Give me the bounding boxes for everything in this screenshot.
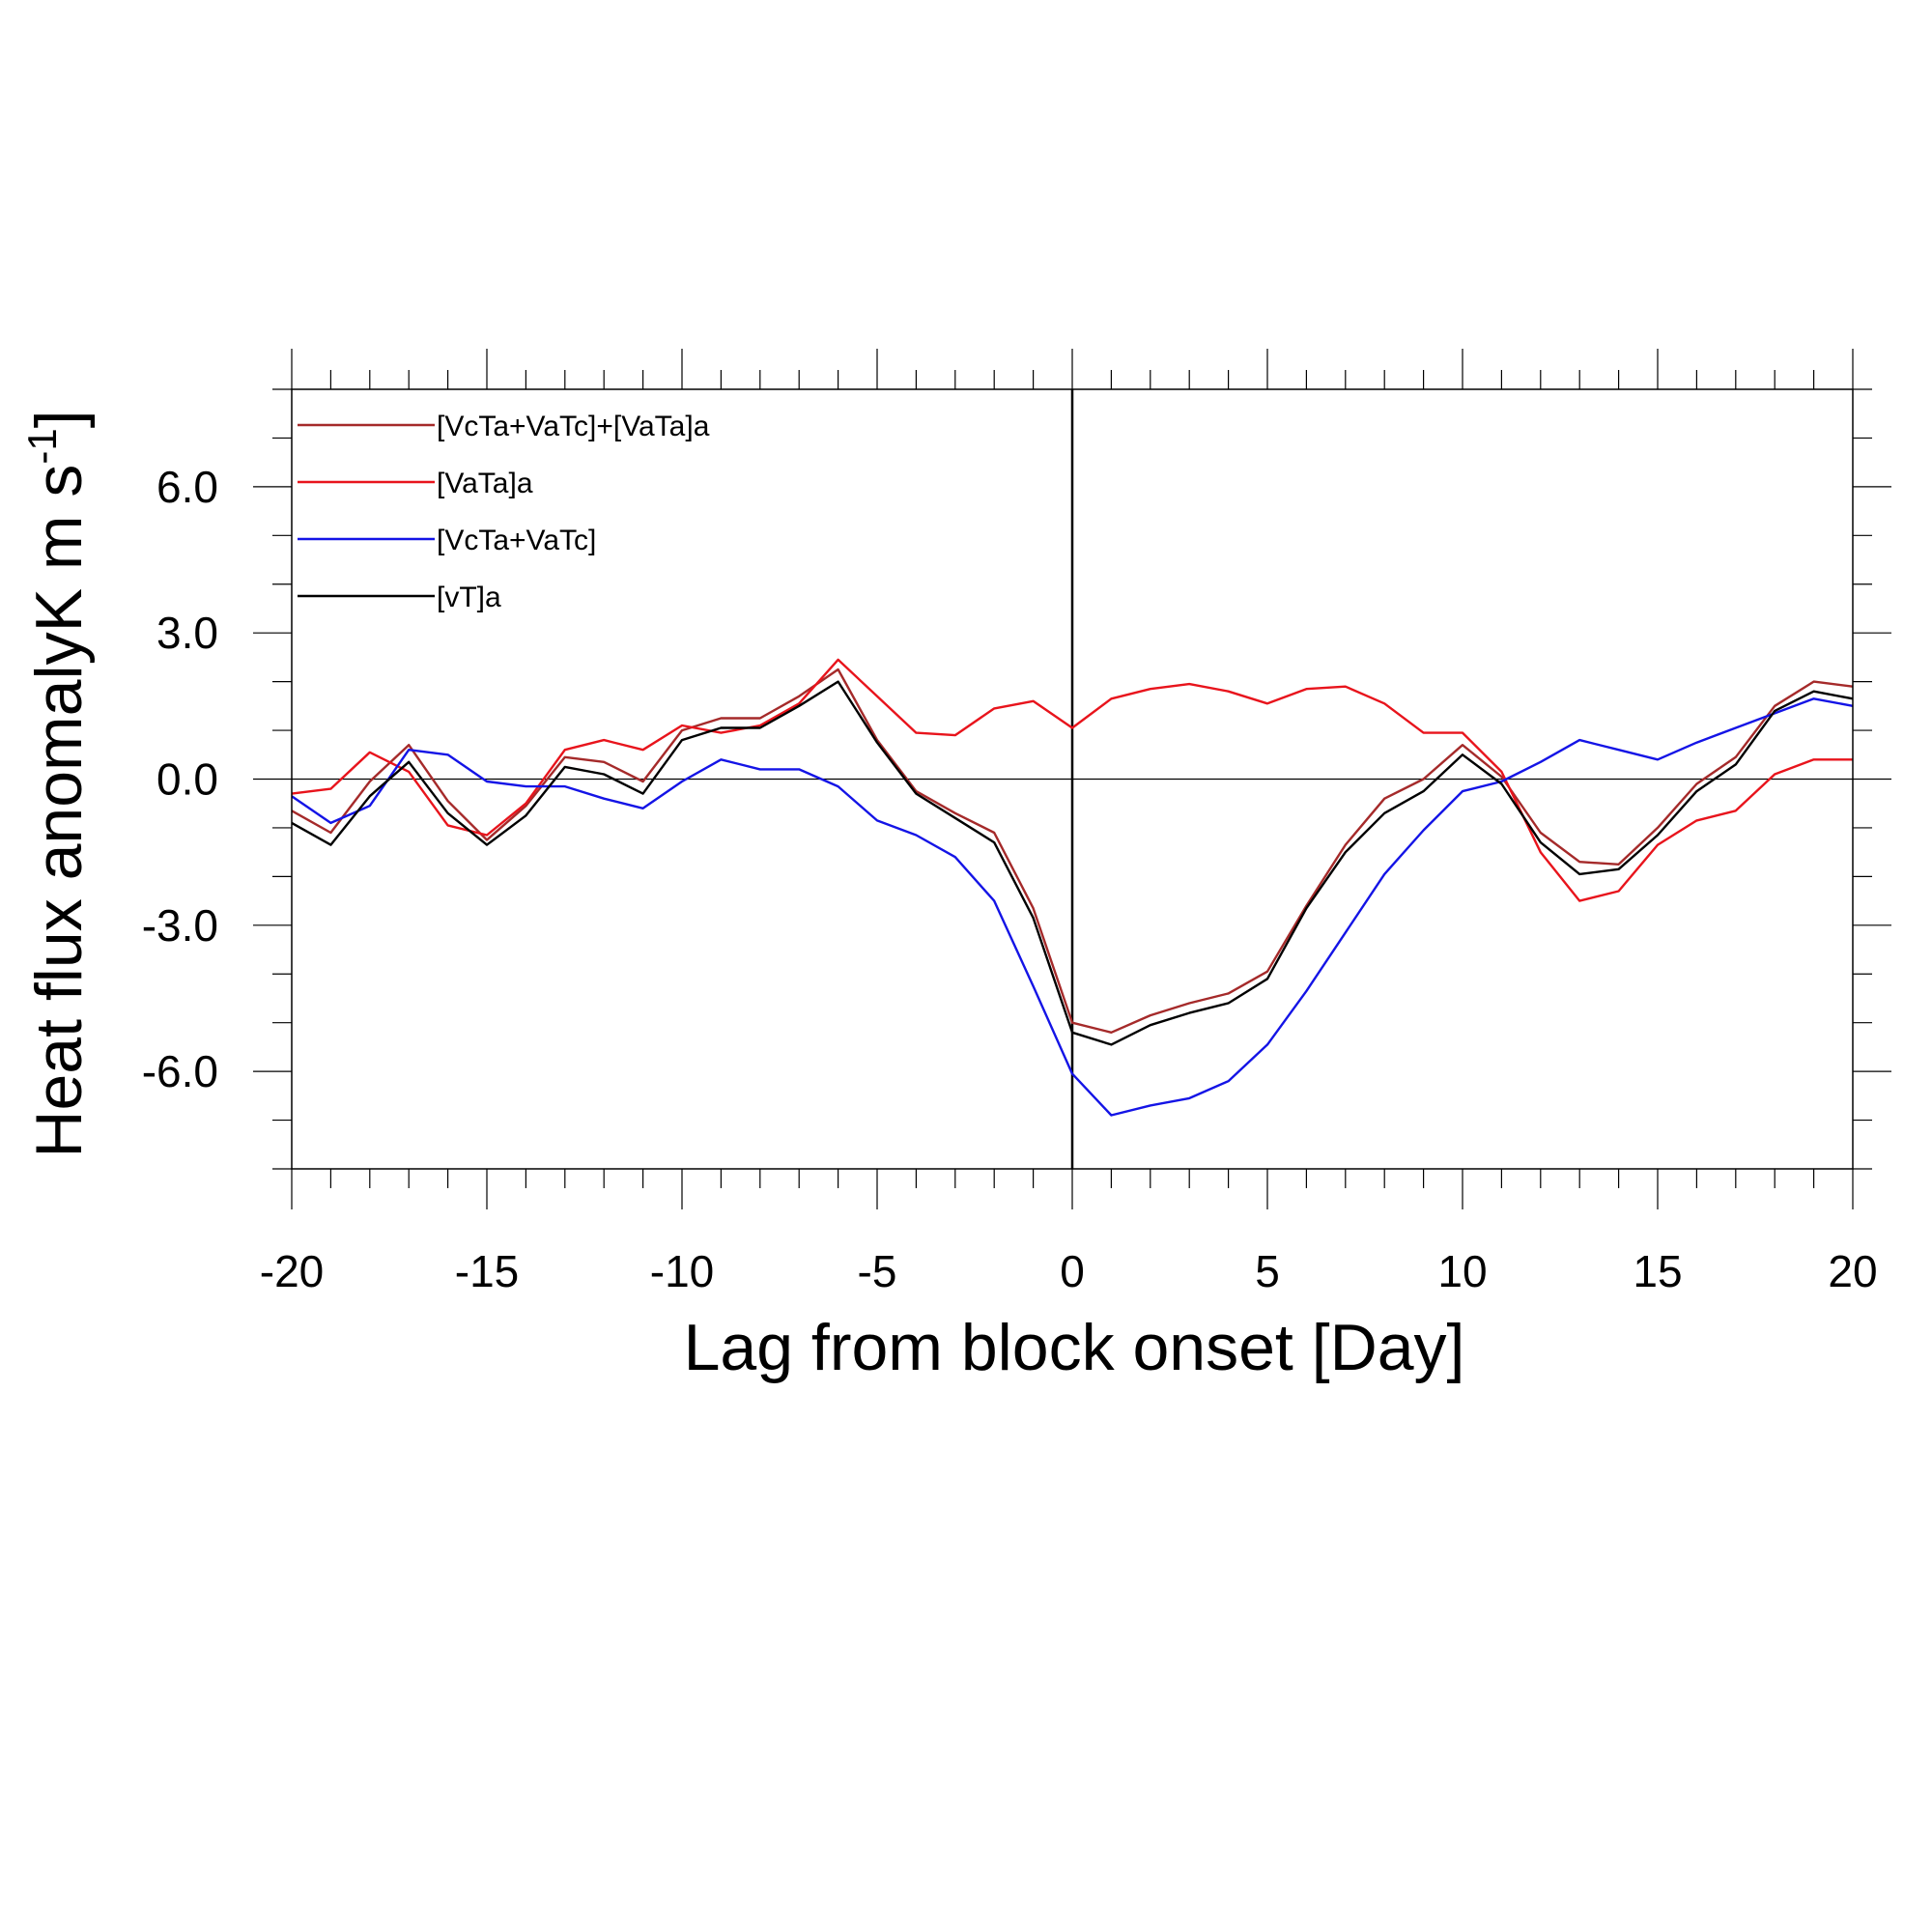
y-tick-label: 0.0: [156, 754, 218, 805]
series-line-1: [291, 658, 1853, 902]
y-tick-label: 3.0: [156, 608, 218, 658]
legend-label-1: [VaTa]a: [437, 468, 533, 499]
y-tick-label: 6.0: [156, 462, 218, 512]
plot-frame: [291, 388, 1854, 1170]
tick-labels: -20 -15 -10 -5 0 5 10 15 20 -6.0 -3.0 0.0 3.0 6.0: [142, 462, 1878, 1296]
x-tick-label: -10: [650, 1246, 714, 1296]
y-axis-label-close-bracket: ]: [22, 410, 96, 428]
legend-label-2: [VcTa+VaTc]: [437, 525, 596, 556]
x-tick-label: 20: [1828, 1246, 1877, 1296]
x-tick-label: 5: [1255, 1246, 1280, 1296]
y-axis-label-main: Heat flux anomalyK m s: [22, 465, 96, 1158]
x-tick-label: 0: [1060, 1246, 1085, 1296]
x-tick-label: -20: [260, 1246, 324, 1296]
axis-ticks: [253, 349, 1891, 1209]
y-axis-label: Heat flux anomalyK m s-1]: [19, 410, 96, 1157]
x-axis-label: Lag from block onset [Day]: [684, 1311, 1465, 1384]
x-tick-label: 15: [1633, 1246, 1682, 1296]
series-line-3: [291, 680, 1854, 1046]
legend-label-0: [VcTa+VaTc]+[VaTa]a: [437, 411, 710, 442]
reference-lines: [292, 389, 1853, 1169]
x-tick-label: -5: [858, 1246, 897, 1296]
y-tick-label: -3.0: [142, 900, 218, 951]
y-tick-label: -6.0: [142, 1046, 218, 1096]
series-line-2: [291, 697, 1854, 1117]
legend: [VcTa+VaTc]+[VaTa]a [VaTa]a [VcTa+VaTc] [vT…: [298, 411, 710, 613]
legend-label-3: [vT]a: [437, 582, 501, 613]
series-lines: [291, 658, 1854, 1117]
y-axis-label-superscript: -1: [19, 428, 65, 464]
x-tick-label: -15: [455, 1246, 519, 1296]
series-line-0: [291, 668, 1854, 1035]
x-tick-label: 10: [1437, 1246, 1487, 1296]
